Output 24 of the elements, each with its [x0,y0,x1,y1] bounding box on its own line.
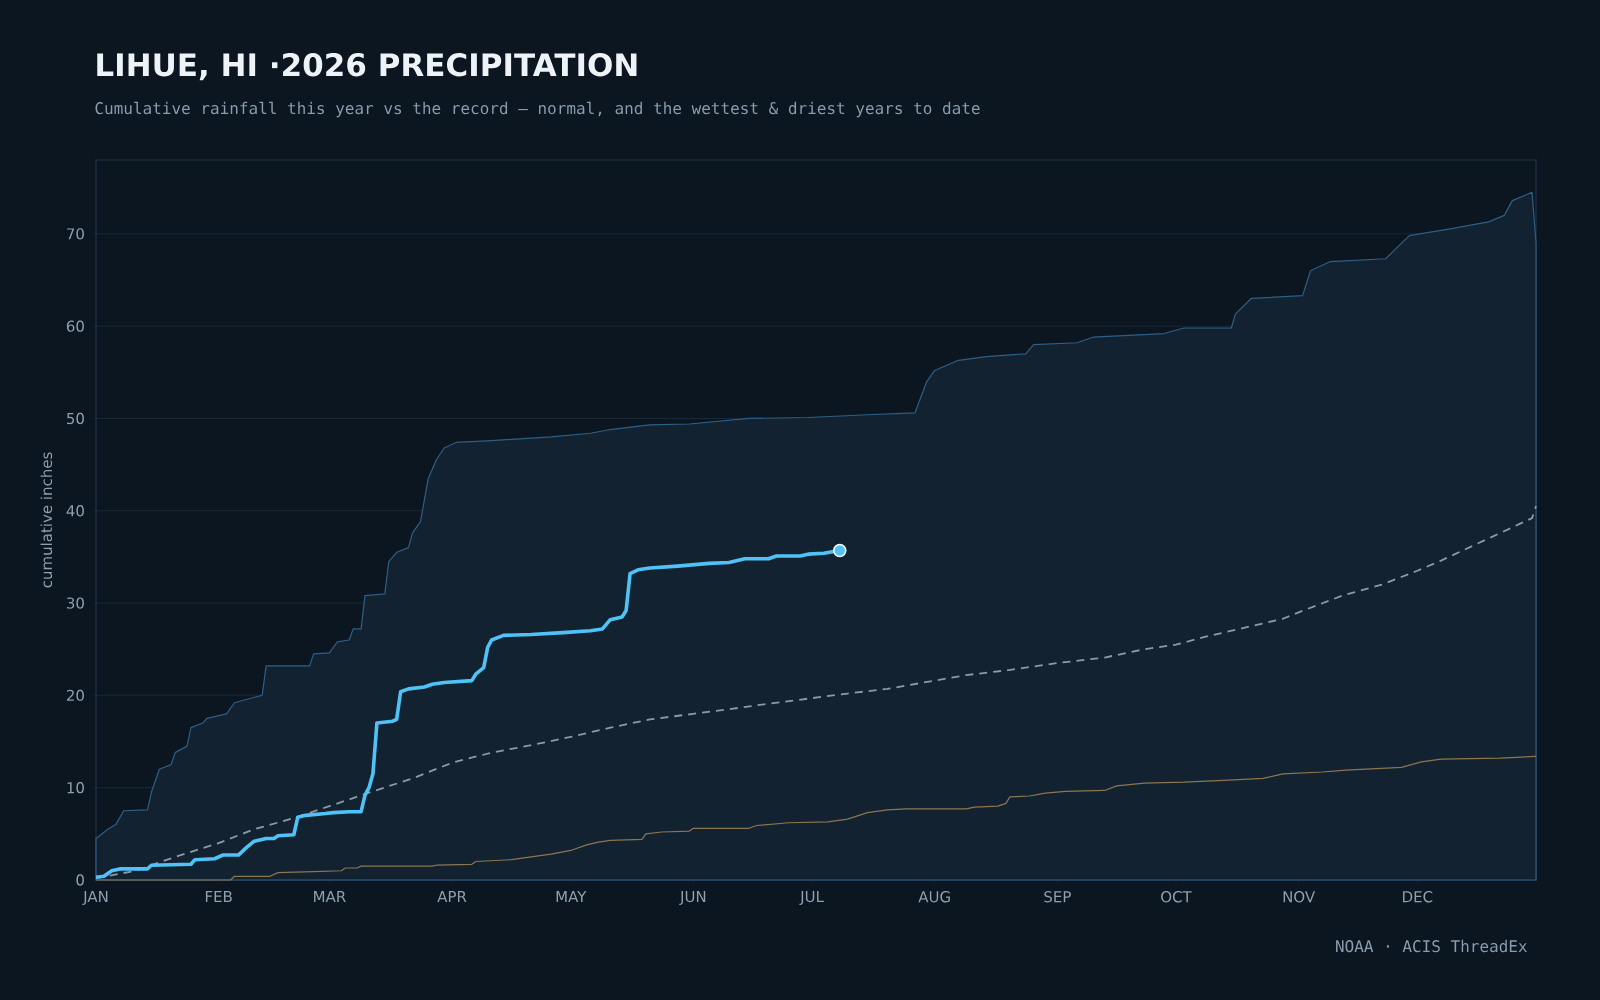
text: NOAA · ACIS ThreadEx [1336,939,1527,953]
x-tick-label: SEP [1044,891,1071,903]
y-tick-label: 20 [66,689,84,702]
y-axis-title: cumulative inches [40,452,53,588]
x-tick-label: JUN [679,891,706,905]
chart-subtitle: Cumulative rainfall this year vs the record — normal, and the wettest & driest years to date [95,101,980,118]
y-tick-label: 50 [67,412,84,425]
y-tick-label: 10 [67,782,84,794]
x-tick-label: NOV [1283,891,1316,903]
y-tick-label: 40 [66,505,84,517]
x-tick-label: FEB [205,891,232,902]
x-tick-label: JAN [82,891,108,905]
x-tick-label: APR [437,891,467,902]
x-tick-label: DEC [1403,891,1433,903]
x-tick-label: MAY [556,891,587,902]
x-tick-label: JUL [799,891,824,905]
x-tick-label: OCT [1161,891,1192,903]
y-tick-label: 0 [76,874,84,886]
x-tick-label: MAR [314,891,346,902]
y-tick-label: 60 [66,320,84,332]
x-tick-label: AUG [918,891,950,903]
chart-title: LIHUE, HI ·2026 PRECIPITATION [97,52,637,81]
y-tick-label: 30 [66,597,84,609]
y-tick-label: 70 [67,228,84,240]
